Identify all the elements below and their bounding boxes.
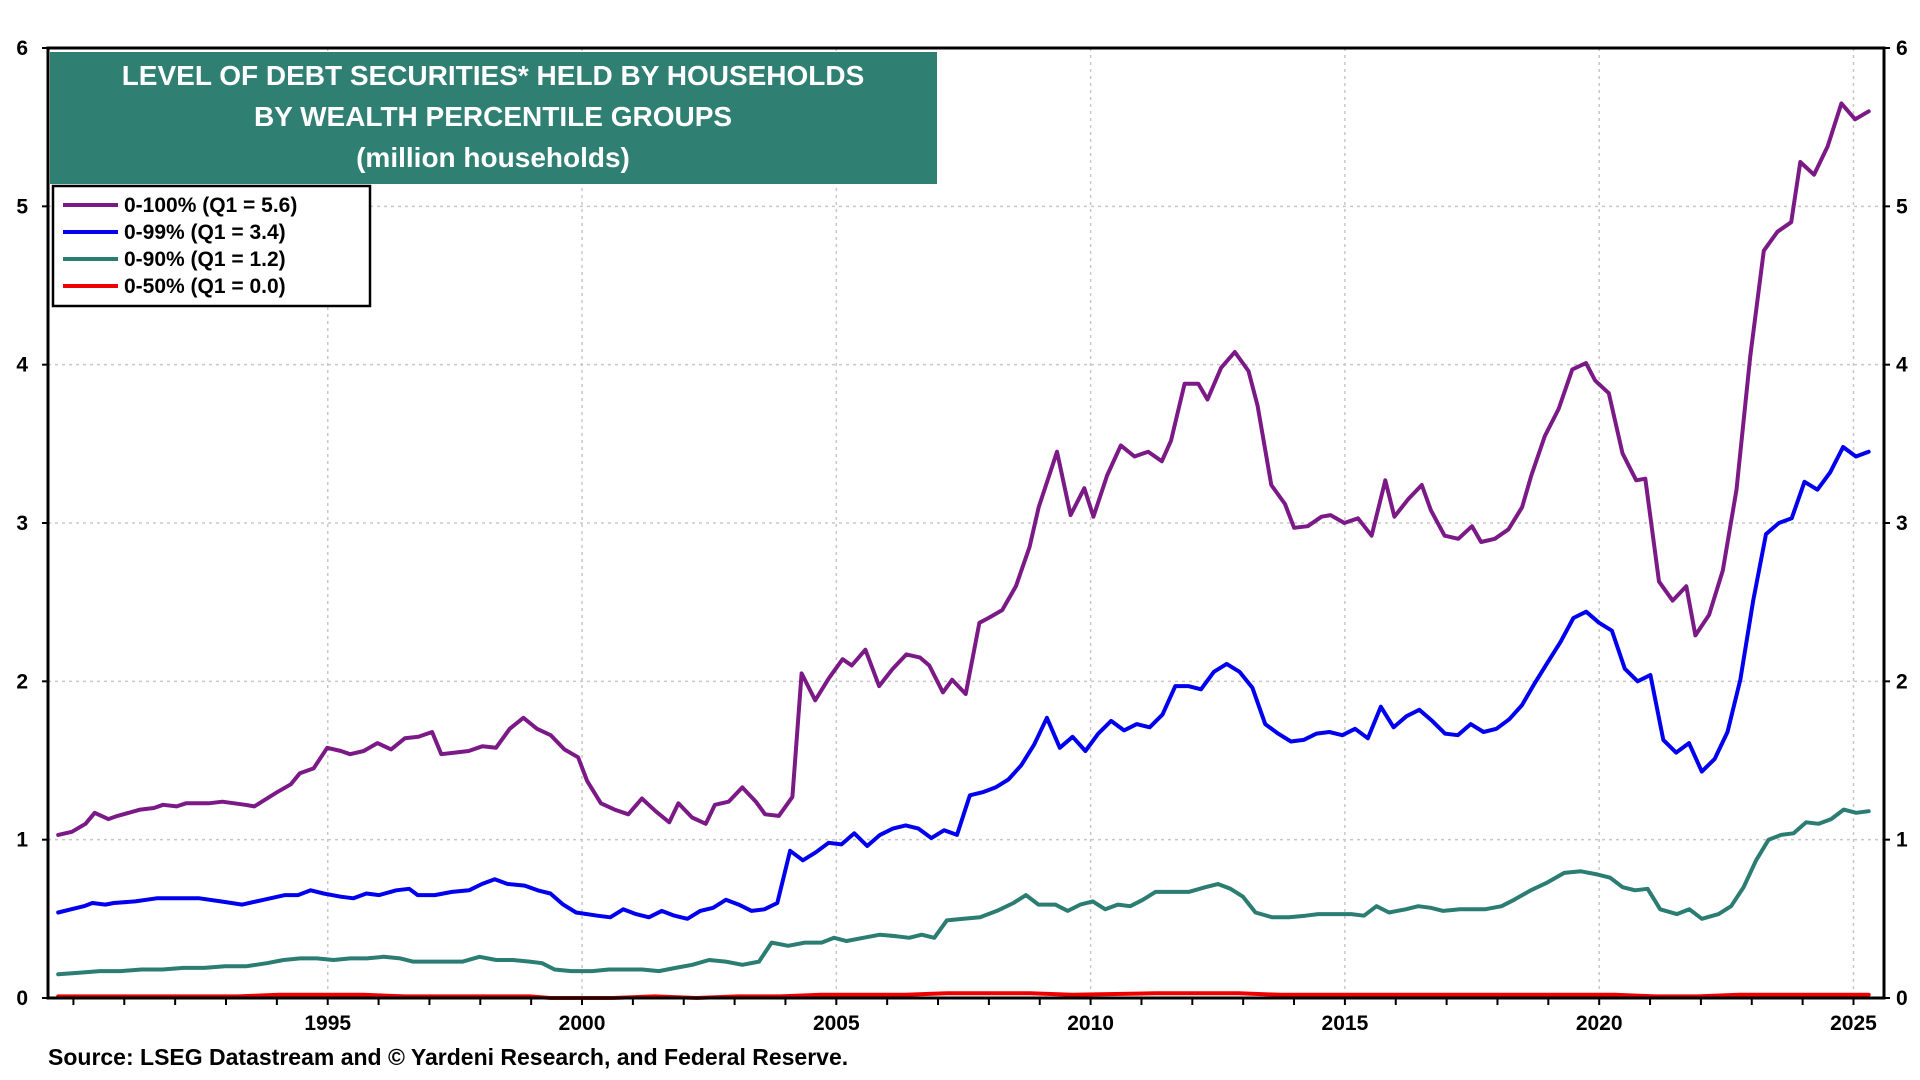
legend-label: 0-50% (Q1 = 0.0) bbox=[124, 275, 286, 298]
chart-title-line-3: (million households) bbox=[356, 142, 630, 173]
y-tick-label-left: 0 bbox=[16, 987, 28, 1010]
series-line bbox=[56, 807, 1871, 977]
y-tick-label-right: 4 bbox=[1896, 354, 1908, 377]
x-tick-label: 1995 bbox=[304, 1012, 351, 1035]
chart-title-box: LEVEL OF DEBT SECURITIES* HELD BY HOUSEH… bbox=[50, 52, 937, 184]
x-tick-label: 2015 bbox=[1322, 1012, 1369, 1035]
legend-label: 0-99% (Q1 = 3.4) bbox=[124, 221, 286, 244]
y-tick-label-left: 6 bbox=[16, 37, 28, 60]
y-tick-label-left: 2 bbox=[16, 670, 28, 693]
y-tick-label-right: 1 bbox=[1896, 829, 1908, 852]
y-tick-label-left: 4 bbox=[16, 354, 28, 377]
legend-label: 0-90% (Q1 = 1.2) bbox=[124, 248, 286, 271]
x-tick-label: 2005 bbox=[813, 1012, 860, 1035]
x-tick-label: 2020 bbox=[1576, 1012, 1623, 1035]
series-line bbox=[56, 101, 1871, 837]
legend: 0-100% (Q1 = 5.6) 0-99% (Q1 = 3.4) 0-90% (… bbox=[51, 184, 372, 308]
chart-title-line-1: LEVEL OF DEBT SECURITIES* HELD BY HOUSEH… bbox=[122, 60, 865, 91]
x-tick-label: 2025 bbox=[1830, 1012, 1877, 1035]
y-tick-label-right: 2 bbox=[1896, 670, 1908, 693]
legend-label: 0-100% (Q1 = 5.6) bbox=[124, 194, 297, 217]
series-line bbox=[56, 991, 1871, 1000]
axes: 0 0 1 1 2 2 3 3 4 4 5 5 6 6 1995 2000 2005 2010 2015 2020 20… bbox=[16, 37, 1908, 1035]
source-note: Source: LSEG Datastream and © Yardeni Re… bbox=[48, 1044, 849, 1070]
x-tick-label: 2000 bbox=[559, 1012, 606, 1035]
y-tick-label-right: 0 bbox=[1896, 987, 1908, 1010]
y-tick-label-right: 6 bbox=[1896, 37, 1908, 60]
y-tick-label-left: 3 bbox=[16, 512, 28, 535]
series-lines bbox=[56, 101, 1871, 1000]
gridlines bbox=[48, 48, 1884, 998]
y-tick-label-right: 3 bbox=[1896, 512, 1908, 535]
x-tick-label: 2010 bbox=[1067, 1012, 1114, 1035]
series-line bbox=[56, 445, 1871, 921]
y-tick-label-right: 5 bbox=[1896, 195, 1908, 218]
y-tick-label-left: 5 bbox=[16, 195, 28, 218]
chart-title-line-2: BY WEALTH PERCENTILE GROUPS bbox=[254, 101, 732, 132]
y-tick-label-left: 1 bbox=[16, 829, 28, 852]
